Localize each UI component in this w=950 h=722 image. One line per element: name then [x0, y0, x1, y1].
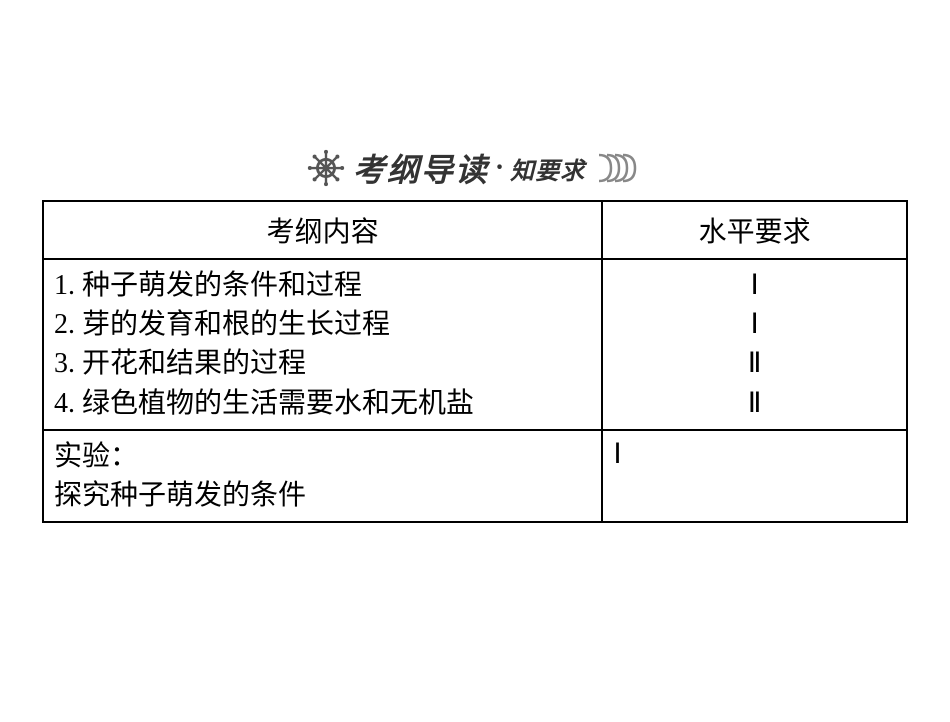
ship-wheel-icon	[307, 149, 345, 187]
header-level-col: 水平要求	[602, 201, 907, 259]
header-subtitle: 知要求	[510, 151, 585, 186]
content-item: 2. 芽的发育和根的生长过程	[54, 305, 591, 344]
header-content-col: 考纲内容	[43, 201, 602, 259]
level-item: Ⅰ	[613, 305, 896, 344]
level-item: Ⅱ	[613, 344, 896, 383]
header-banner: 考纲导读 · 知要求	[0, 145, 950, 191]
level-list: Ⅰ Ⅰ Ⅱ Ⅱ	[613, 266, 896, 423]
table-row: 1. 种子萌发的条件和过程 2. 芽的发育和根的生长过程 3. 开花和结果的过程…	[43, 259, 907, 430]
experiment-label: 实验：	[54, 437, 591, 476]
experiment-content: 探究种子萌发的条件	[54, 476, 591, 515]
syllabus-table: 考纲内容 水平要求 1. 种子萌发的条件和过程 2. 芽的发育和根的生长过程 3…	[42, 200, 908, 523]
content-item: 1. 种子萌发的条件和过程	[54, 266, 591, 305]
table-header-row: 考纲内容 水平要求	[43, 201, 907, 259]
header-separator: ·	[495, 152, 504, 184]
level-item: Ⅱ	[613, 384, 896, 423]
content-item: 3. 开花和结果的过程	[54, 344, 591, 383]
content-list: 1. 种子萌发的条件和过程 2. 芽的发育和根的生长过程 3. 开花和结果的过程…	[54, 266, 591, 423]
header-main-title: 考纲导读	[353, 145, 489, 191]
experiment-level: Ⅰ	[613, 437, 896, 471]
content-item: 4. 绿色植物的生活需要水和无机盐	[54, 384, 591, 423]
table-row: 实验： 探究种子萌发的条件 Ⅰ	[43, 430, 907, 522]
stripes-decoration-icon	[593, 151, 643, 185]
level-item: Ⅰ	[613, 266, 896, 305]
